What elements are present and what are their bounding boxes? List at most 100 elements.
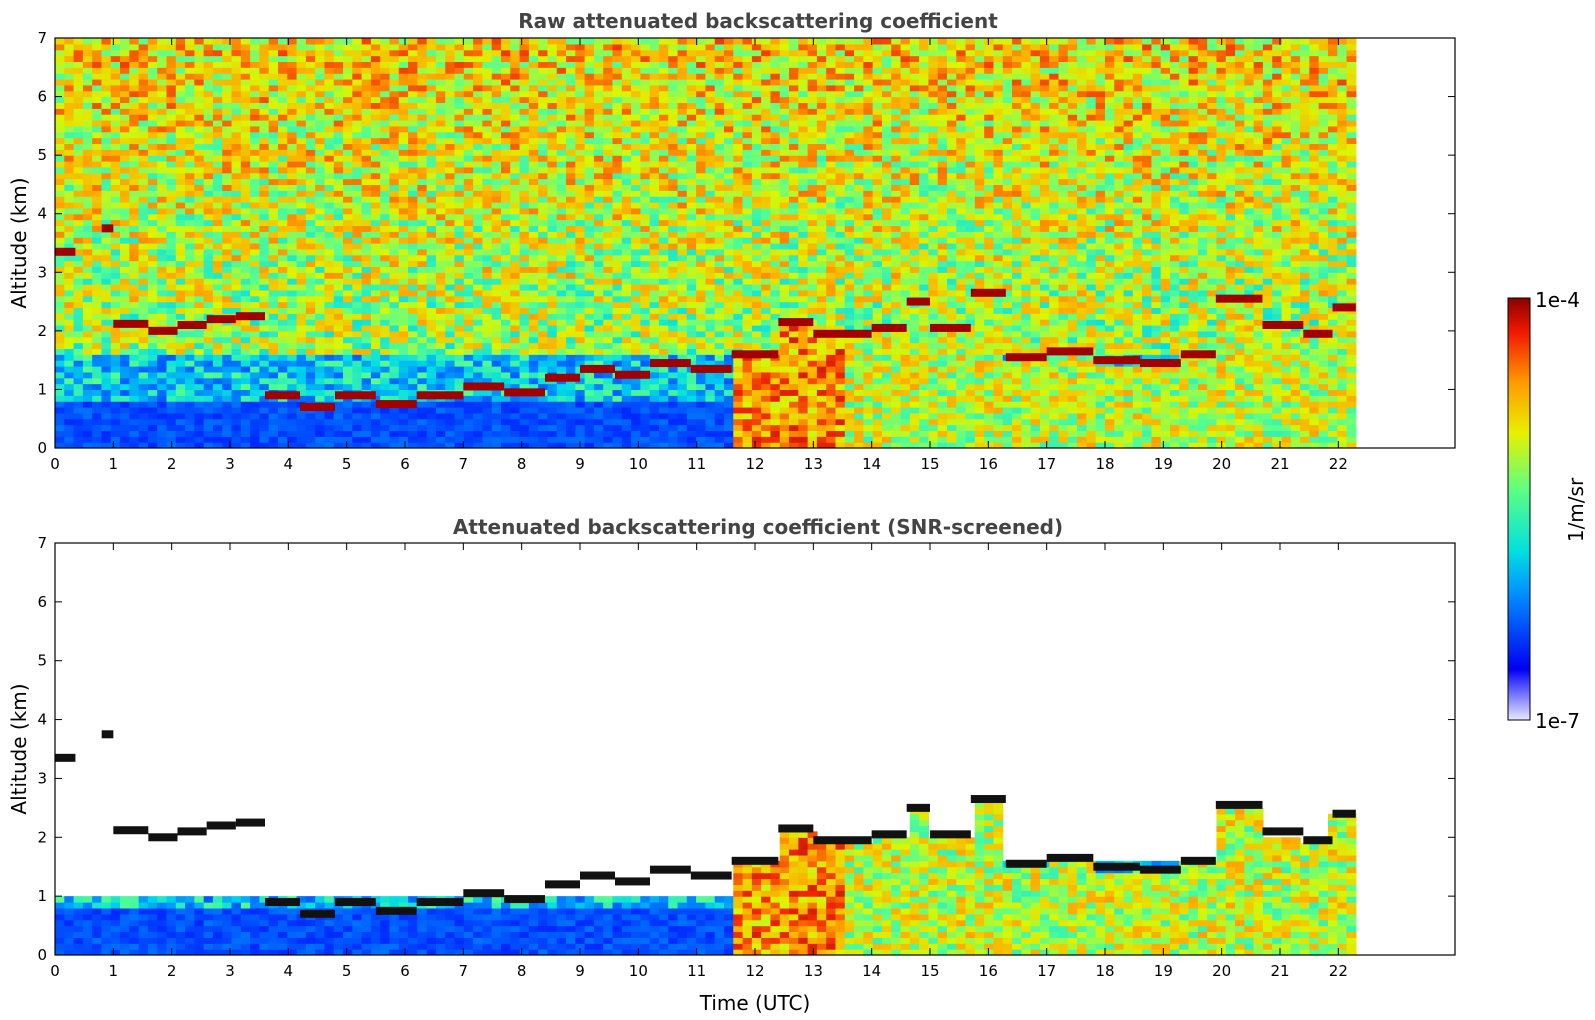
heatmap-cell [324,49,335,57]
heatmap-cell [593,395,604,402]
heatmap-cell [268,325,279,332]
heatmap-cell [575,219,586,227]
heatmap-cell [138,172,149,180]
heatmap-cell [621,225,632,232]
heatmap-cell [510,149,521,156]
heatmap-cell [185,125,195,133]
heatmap-cell [259,202,270,209]
heatmap-cell [696,307,707,314]
heatmap-cell [435,336,446,344]
heatmap-cell [473,161,484,168]
heatmap-cell [677,79,688,86]
heatmap-cell [250,248,261,256]
heatmap-cell [612,342,623,350]
heatmap-cell [166,289,177,297]
heatmap-cell [120,377,130,385]
heatmap-cell [566,389,576,396]
heatmap-cell [714,401,725,408]
heatmap-cell [268,430,279,437]
heatmap-cell [603,137,614,145]
heatmap-cell [147,360,158,367]
heatmap-cell [658,137,669,145]
heatmap-cell [575,319,586,326]
heatmap-cell [185,49,195,57]
heatmap-cell [157,172,168,180]
heatmap-cell [612,73,623,80]
heatmap-cell [658,207,669,215]
heatmap-cell [417,207,428,215]
heatmap-cell [324,366,335,373]
heatmap-cell [491,272,502,279]
heatmap-cell [538,202,549,209]
heatmap-cell [185,43,195,51]
heatmap-cell [278,161,288,168]
heatmap-cell [175,348,186,355]
heatmap-cell [250,166,261,174]
heatmap-cell [194,43,205,51]
heatmap-cell [389,418,400,426]
heatmap-cell [324,289,335,297]
heatmap-cell [380,137,391,145]
heatmap-cell [101,196,112,203]
heatmap-cell [138,55,149,63]
heatmap-cell [250,225,261,232]
heatmap-cell [175,79,186,86]
heatmap-cell [305,377,316,385]
heatmap-cell [370,55,381,63]
heatmap-cell [231,79,242,86]
heatmap-cell [445,278,456,285]
heatmap-cell [324,178,335,186]
heatmap-cell [584,436,595,443]
heatmap-cell [55,360,65,367]
heatmap-cell [473,166,484,174]
heatmap-cell [473,295,484,303]
heatmap-cell [212,401,223,408]
heatmap-cell [510,325,521,332]
heatmap-cell [287,254,298,262]
heatmap-cell [138,125,149,133]
heatmap-cell [296,319,307,326]
heatmap-cell [380,289,391,297]
heatmap-cell [296,67,307,74]
heatmap-cell [138,272,149,279]
heatmap-cell [212,412,223,420]
heatmap-cell [101,90,112,98]
heatmap-cell [324,125,335,133]
heatmap-cell [621,325,632,332]
heatmap-cell [584,412,595,420]
heatmap-cell [658,225,669,232]
heatmap-cell [556,125,567,133]
heatmap-cell [352,360,363,367]
heatmap-cell [82,73,93,80]
heatmap-cell [677,43,688,51]
heatmap-cell [593,436,604,443]
heatmap-cell [110,278,121,285]
heatmap-cell [631,366,641,373]
heatmap-cell [343,166,353,174]
heatmap-cell [686,254,697,262]
heatmap-cell [175,178,186,186]
heatmap-cell [435,231,446,238]
heatmap-cell [222,43,233,51]
heatmap-cell [649,131,660,139]
heatmap-cell [566,143,576,150]
heatmap-cell [426,79,437,86]
heatmap-cell [296,202,307,209]
heatmap-cell [287,407,298,414]
heatmap-cell [575,90,586,98]
heatmap-cell [603,301,614,309]
heatmap-cell [519,237,530,244]
heatmap-cell [491,248,502,256]
heatmap-cell [101,307,112,314]
heatmap-cell [203,418,214,426]
heatmap-cell [343,79,353,86]
heatmap-cell [157,155,168,162]
heatmap-cell [408,418,418,426]
heatmap-cell [55,407,65,414]
heatmap-cell [621,377,632,385]
heatmap-cell [696,213,707,221]
heatmap-cell [315,248,326,256]
heatmap-cell [575,73,586,80]
heatmap-cell [658,289,669,297]
heatmap-cell [593,430,604,437]
